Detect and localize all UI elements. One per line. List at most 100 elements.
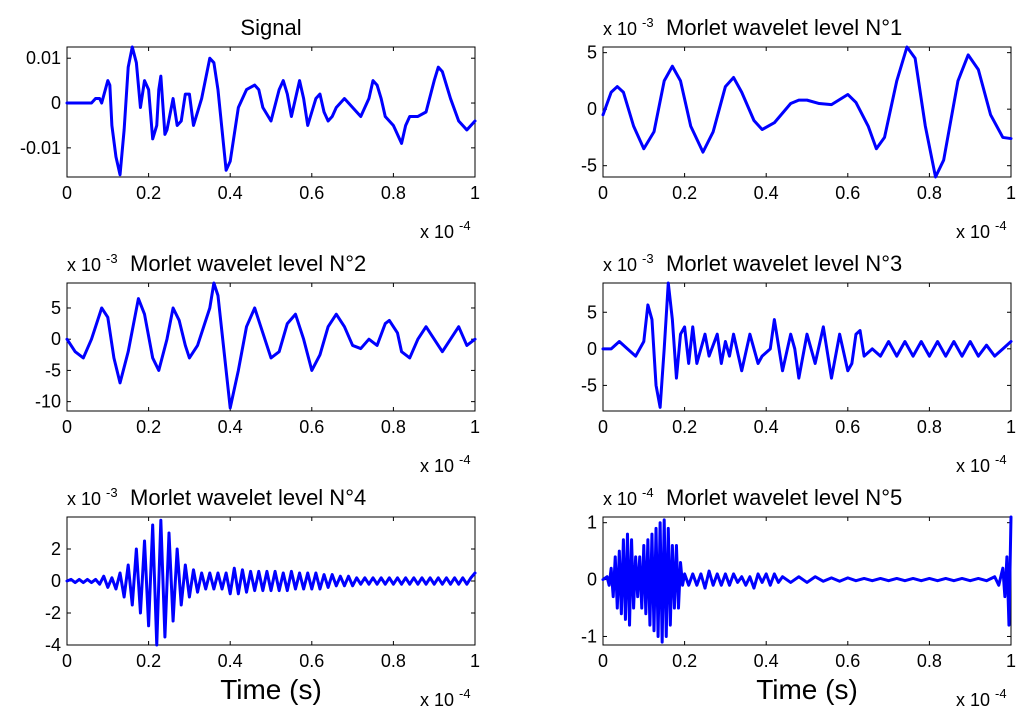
x-multiplier-base: x 10	[956, 456, 995, 476]
y-tick-label: 5	[51, 298, 61, 318]
y-multiplier-base: x 10	[67, 255, 106, 275]
x-tick-label: 1	[470, 183, 480, 203]
x-tick-label: 1	[1006, 417, 1016, 437]
series-line	[601, 281, 1013, 409]
y-tick-label: -4	[45, 635, 61, 655]
subplot-4: 0 0.2 0.4 0.6 0.8 1 -5 0 5 x 10 -3 Morlet wavelet …	[581, 251, 1016, 476]
series-line	[601, 515, 1013, 644]
series-line	[65, 45, 477, 177]
x-tick-label: 0.8	[917, 651, 942, 671]
subplot-title: Morlet wavelet level N°5	[666, 485, 902, 510]
x-multiplier-exponent: -4	[459, 452, 471, 467]
subplot-title: Morlet wavelet level N°2	[130, 251, 366, 276]
y-tick-label: 0	[51, 93, 61, 113]
x-multiplier-base: x 10	[420, 456, 459, 476]
x-tick-label: 1	[1006, 183, 1016, 203]
y-tick-label: 0.01	[26, 48, 61, 68]
x-tick-label: 1	[470, 651, 480, 671]
y-multiplier: x 10 -4	[603, 485, 654, 509]
y-tick-label: 1	[587, 513, 597, 533]
x-multiplier-exponent: -4	[995, 452, 1007, 467]
axes-box	[66, 516, 476, 646]
subplot-3: 0 0.2 0.4 0.6 0.8 1 -10 -5 0 5 x 10 -3 Morlet wavel…	[35, 251, 480, 476]
x-tick-label: 1	[1006, 651, 1016, 671]
x-tick-label: 0.4	[754, 183, 779, 203]
x-tick-label: 0.4	[218, 651, 243, 671]
y-multiplier-exponent: -3	[106, 485, 118, 500]
x-multiplier-exponent: -4	[459, 218, 471, 233]
y-multiplier-exponent: -3	[106, 251, 118, 266]
y-tick-label: 2	[51, 539, 61, 559]
x-tick-label: 0.8	[381, 651, 406, 671]
x-tick-label: 0.8	[917, 417, 942, 437]
y-tick-label: -5	[581, 156, 597, 176]
x-tick-label: 0	[62, 651, 72, 671]
x-multiplier-base: x 10	[420, 690, 459, 710]
y-tick-label: -1	[581, 626, 597, 646]
y-tick-label: 0	[51, 329, 61, 349]
x-multiplier: x 10 -4	[956, 452, 1007, 476]
x-tick-label: 0.6	[835, 651, 860, 671]
x-tick-label: 1	[470, 417, 480, 437]
x-multiplier: x 10 -4	[420, 686, 471, 710]
y-multiplier-base: x 10	[67, 489, 106, 509]
x-multiplier-base: x 10	[956, 222, 995, 242]
x-tick-label: 0	[598, 651, 608, 671]
y-tick-label: 0	[51, 571, 61, 591]
series-line	[65, 518, 477, 647]
subplot-1: 0 0.2 0.4 0.6 0.8 1 -0.01 0 0.01 Signal x 10 -4	[20, 15, 480, 242]
y-tick-label: 0	[587, 570, 597, 590]
y-tick-label: -5	[581, 375, 597, 395]
x-multiplier-base: x 10	[956, 690, 995, 710]
x-tick-label: 0.8	[917, 183, 942, 203]
x-multiplier: x 10 -4	[956, 686, 1007, 710]
y-tick-label: -0.01	[20, 138, 61, 158]
y-tick-label: -2	[45, 603, 61, 623]
x-tick-label: 0.4	[754, 651, 779, 671]
x-multiplier-exponent: -4	[459, 686, 471, 701]
x-tick-label: 0	[598, 183, 608, 203]
x-tick-label: 0.6	[835, 417, 860, 437]
subplot-title: Signal	[240, 15, 301, 40]
y-multiplier-exponent: -3	[642, 251, 654, 266]
subplot-title: Morlet wavelet level N°4	[130, 485, 366, 510]
y-multiplier-base: x 10	[603, 255, 642, 275]
y-multiplier-exponent: -3	[642, 15, 654, 30]
x-tick-label: 0.4	[218, 183, 243, 203]
y-multiplier-exponent: -4	[642, 485, 654, 500]
x-tick-label: 0.6	[299, 417, 324, 437]
y-tick-label: 0	[587, 99, 597, 119]
y-multiplier: x 10 -3	[603, 251, 654, 275]
axes-box	[66, 282, 476, 412]
series-line	[601, 45, 1013, 179]
y-multiplier-base: x 10	[603, 489, 642, 509]
x-tick-label: 0.2	[672, 417, 697, 437]
x-tick-label: 0.2	[672, 183, 697, 203]
x-tick-label: 0	[62, 183, 72, 203]
x-multiplier-exponent: -4	[995, 218, 1007, 233]
y-tick-label: 0	[587, 339, 597, 359]
x-multiplier-exponent: -4	[995, 686, 1007, 701]
x-tick-label: 0.4	[754, 417, 779, 437]
x-multiplier: x 10 -4	[420, 452, 471, 476]
axes-box	[602, 46, 1012, 178]
x-tick-label: 0.4	[218, 417, 243, 437]
x-tick-label: 0.2	[136, 183, 161, 203]
axes-box	[66, 46, 476, 178]
x-tick-label: 0.6	[835, 183, 860, 203]
x-tick-label: 0.8	[381, 417, 406, 437]
y-tick-label: 5	[587, 302, 597, 322]
x-axis-label: Time (s)	[756, 674, 858, 705]
subplot-title: Morlet wavelet level N°1	[666, 15, 902, 40]
y-multiplier: x 10 -3	[67, 485, 118, 509]
x-tick-label: 0.8	[381, 183, 406, 203]
x-tick-label: 0.6	[299, 183, 324, 203]
x-tick-label: 0	[598, 417, 608, 437]
y-multiplier: x 10 -3	[603, 15, 654, 39]
x-axis-label: Time (s)	[220, 674, 322, 705]
series-line	[65, 281, 477, 410]
